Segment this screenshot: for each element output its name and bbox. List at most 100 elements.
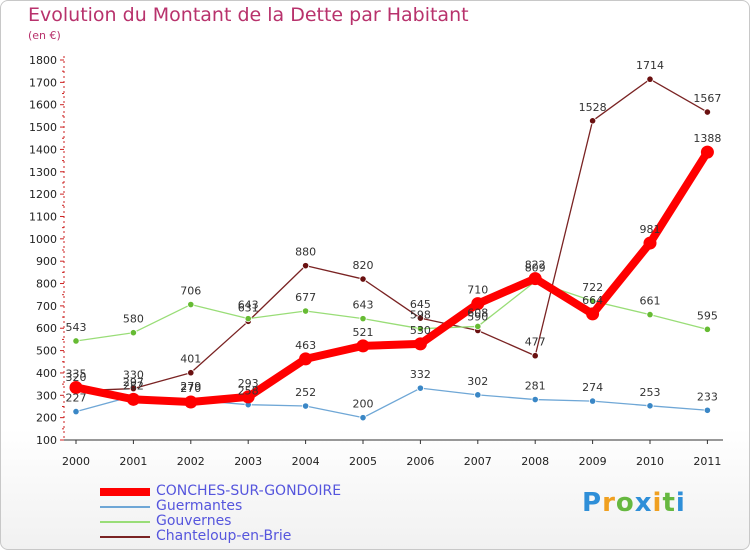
legend-item: Guermantes (100, 498, 400, 515)
data-point-conches-sur-gondoire (643, 236, 657, 250)
data-labels-layer: 320 330 401 631 880 820 645 590 477 1528 1714 1567 5… (66, 59, 722, 410)
y-tick-label: 300 (36, 389, 57, 402)
data-label-guermantes: 233 (697, 390, 718, 403)
y-tick-label: 400 (36, 367, 57, 380)
y-tick-label: 100 (36, 434, 57, 447)
data-point-chanteloup-en-brie (359, 275, 367, 283)
data-label-conches-sur-gondoire: 981 (640, 223, 661, 236)
data-label-chanteloup-en-brie: 477 (525, 336, 546, 349)
y-tick-label: 1300 (29, 166, 57, 179)
x-tick-label: 2008 (521, 455, 549, 468)
data-point-conches-sur-gondoire (69, 380, 83, 394)
data-label-chanteloup-en-brie: 820 (353, 259, 374, 272)
data-point-gouvernes (72, 337, 80, 345)
y-tick-label: 1700 (29, 76, 57, 89)
data-label-guermantes: 200 (353, 398, 374, 411)
data-label-chanteloup-en-brie: 320 (66, 371, 87, 384)
data-point-gouvernes (301, 307, 310, 315)
data-point-guermantes (359, 414, 367, 422)
data-label-guermantes: 227 (66, 392, 87, 405)
data-point-gouvernes (646, 310, 654, 319)
x-tick-label: 2004 (292, 455, 320, 468)
y-tick-label: 900 (36, 255, 57, 268)
x-tick-label: 2006 (406, 455, 434, 468)
data-label-chanteloup-en-brie: 645 (410, 298, 431, 311)
y-tick-label: 1400 (29, 143, 57, 156)
chart-subtitle: (en €) (28, 29, 61, 42)
legend-label: CONCHES-SUR-GONDOIRE (156, 483, 342, 499)
series-layer (69, 75, 714, 422)
legend-item: Chanteloup-en-Brie (100, 528, 400, 545)
data-point-chanteloup-en-brie (187, 369, 195, 377)
legend-swatch (100, 536, 150, 538)
data-label-gouvernes: 661 (640, 295, 661, 308)
data-label-gouvernes: 677 (295, 291, 316, 304)
data-point-chanteloup-en-brie (703, 108, 712, 116)
data-label-chanteloup-en-brie: 401 (180, 353, 201, 366)
data-point-conches-sur-gondoire (241, 390, 255, 404)
data-label-guermantes: 279 (180, 380, 201, 393)
data-label-chanteloup-en-brie: 631 (238, 301, 259, 314)
x-tick-label: 2003 (234, 455, 262, 468)
data-label-guermantes: 253 (640, 386, 661, 399)
y-tick-label: 800 (36, 278, 57, 291)
data-label-guermantes: 281 (525, 380, 546, 393)
legend-label: Chanteloup-en-Brie (156, 528, 292, 544)
data-label-gouvernes: 595 (697, 309, 718, 322)
data-label-conches-sur-gondoire: 710 (467, 284, 488, 297)
logo-letter: o (615, 488, 635, 518)
y-tick-label: 500 (36, 345, 57, 358)
data-point-gouvernes (588, 297, 597, 305)
data-point-conches-sur-gondoire (356, 339, 370, 353)
data-point-gouvernes (359, 315, 367, 323)
data-point-gouvernes (416, 325, 424, 333)
y-tick-label: 1200 (29, 188, 57, 201)
logo-letter: P (582, 488, 603, 518)
data-label-guermantes: 252 (295, 386, 316, 399)
data-label-gouvernes: 608 (467, 306, 488, 319)
legend-item: Gouvernes (100, 513, 400, 530)
data-point-gouvernes (187, 300, 195, 309)
logo-letter: r (602, 488, 616, 518)
data-point-guermantes (301, 402, 310, 410)
data-label-gouvernes: 580 (123, 313, 144, 326)
data-label-conches-sur-gondoire: 270 (180, 382, 201, 395)
data-label-chanteloup-en-brie: 880 (295, 246, 316, 259)
logo-letter: x (634, 488, 653, 518)
data-point-conches-sur-gondoire (586, 307, 600, 321)
data-label-gouvernes: 722 (582, 281, 603, 294)
data-point-conches-sur-gondoire (471, 297, 485, 311)
data-label-guermantes: 332 (410, 368, 431, 381)
x-tick-label: 2010 (636, 455, 664, 468)
data-point-chanteloup-en-brie (129, 384, 137, 393)
data-point-chanteloup-en-brie (646, 75, 654, 83)
series-line-chanteloup-en-brie (75, 78, 709, 392)
data-label-conches-sur-gondoire: 822 (525, 259, 546, 272)
data-point-conches-sur-gondoire (700, 145, 714, 159)
data-point-guermantes (588, 397, 597, 405)
data-point-gouvernes (474, 322, 482, 331)
data-label-guermantes: 302 (467, 375, 488, 388)
series-line-conches-sur-gondoire (72, 148, 712, 406)
data-label-chanteloup-en-brie: 590 (467, 310, 488, 323)
legend-item: CONCHES-SUR-GONDOIRE (100, 483, 400, 500)
proxiti-logo: Proxiti (582, 488, 686, 518)
x-tick-label: 2005 (349, 455, 377, 468)
legend-label: Guermantes (156, 498, 243, 514)
data-label-guermantes: 274 (582, 381, 603, 394)
data-label-guermantes: 297 (123, 376, 144, 389)
data-label-conches-sur-gondoire: 282 (123, 379, 144, 392)
data-label-conches-sur-gondoire: 521 (353, 326, 374, 339)
data-point-guermantes (72, 408, 80, 416)
data-label-chanteloup-en-brie: 1714 (636, 59, 664, 72)
data-point-chanteloup-en-brie (301, 262, 310, 270)
legend-swatch (100, 521, 150, 523)
logo-letter: t (662, 488, 676, 518)
x-tick-label: 2001 (119, 455, 147, 468)
data-label-conches-sur-gondoire: 335 (66, 367, 87, 380)
x-tick-label: 2011 (693, 455, 721, 468)
data-label-conches-sur-gondoire: 664 (582, 294, 603, 307)
chart-axes: 100 200 300 400 500 600 700 800 900 1000 1100 1200 1… (29, 54, 723, 468)
x-tick-label: 2007 (464, 455, 492, 468)
data-label-chanteloup-en-brie: 330 (123, 369, 144, 382)
